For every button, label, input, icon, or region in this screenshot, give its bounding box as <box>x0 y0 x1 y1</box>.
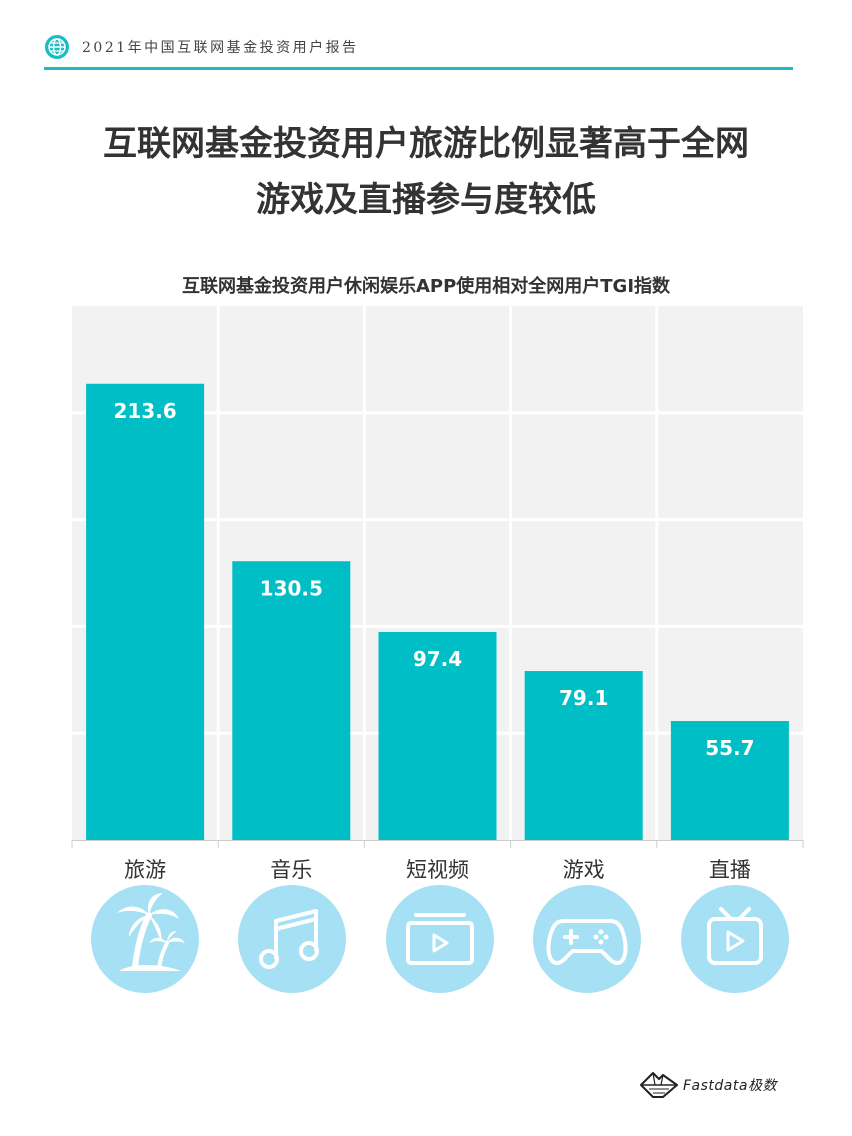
report-header: 2021年中国互联网基金投资用户报告 <box>44 30 793 70</box>
headline-line-2: 游戏及直播参与度较低 <box>256 180 596 220</box>
palm-tree-island-icon <box>91 885 199 993</box>
mountain-logo-icon <box>640 1072 678 1098</box>
report-title: 2021年中国互联网基金投资用户报告 <box>82 40 359 56</box>
page-headline: 互联网基金投资用户旅游比例显著高于全网 游戏及直播参与度较低 <box>0 116 852 228</box>
video-player-icon <box>386 885 494 993</box>
gamepad-icon <box>533 885 641 993</box>
bar-chart: 213.6 旅游 130.5 音乐 97.4 短视频 79.1 游戏 55.7 直播 <box>71 306 804 882</box>
bar-value-label: 55.7 <box>705 736 754 760</box>
bar-value-label: 213.6 <box>113 399 176 423</box>
x-tick-label: 直播 <box>709 858 751 882</box>
bar-value-label: 97.4 <box>413 647 462 671</box>
bar-5 <box>670 721 789 840</box>
headline-line-1: 互联网基金投资用户旅游比例显著高于全网 <box>103 124 749 164</box>
globe-icon <box>45 35 69 59</box>
x-tick-label: 短视频 <box>406 858 469 882</box>
bar-2 <box>232 561 351 840</box>
bar-value-label: 130.5 <box>260 576 323 600</box>
tv-icon <box>681 885 789 993</box>
bar-4 <box>524 671 643 840</box>
header-rule <box>44 67 793 70</box>
brand-text: Fastdata极数 <box>683 1078 777 1094</box>
brand-footer: Fastdata极数 <box>639 1069 809 1101</box>
category-icons <box>72 885 802 995</box>
chart-title: 互联网基金投资用户休闲娱乐APP使用相对全网用户TGI指数 <box>181 276 671 297</box>
x-tick-label: 音乐 <box>270 858 312 882</box>
bar-value-label: 79.1 <box>559 686 608 710</box>
bar-1 <box>86 383 205 840</box>
x-tick-label: 游戏 <box>563 858 605 882</box>
x-tick-label: 旅游 <box>124 858 166 882</box>
music-note-icon <box>238 885 346 993</box>
bar-3 <box>378 631 497 840</box>
